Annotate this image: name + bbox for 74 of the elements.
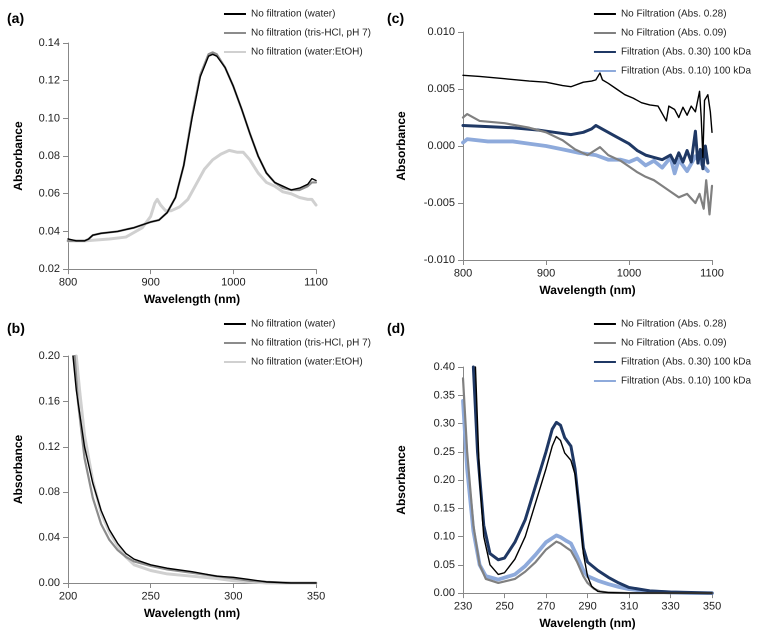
chart-title: (b) xyxy=(7,320,25,336)
y-tick-label: 0.00 xyxy=(434,587,455,600)
chart-title: (a) xyxy=(7,10,24,26)
y-tick-label: 0.15 xyxy=(434,502,455,514)
legend-label: No Filtration (Abs. 0.28) xyxy=(620,318,727,330)
y-axis-title: Absorbance xyxy=(394,445,408,515)
x-tick-label: 250 xyxy=(495,600,514,613)
chart-title: (d) xyxy=(387,320,405,336)
y-tick-label: 0.12 xyxy=(38,440,60,453)
legend-label: No filtration (tris-HCl, pH 7) xyxy=(250,338,372,348)
legend-label: No filtration (water) xyxy=(250,318,336,330)
y-axis-title: Absorbance xyxy=(11,121,25,191)
y-tick-label: 0.10 xyxy=(434,530,455,543)
x-tick-label: 800 xyxy=(454,268,472,280)
line-series xyxy=(462,124,710,170)
y-tick-label: 0.40 xyxy=(434,361,455,373)
y-tick-label: 0.005 xyxy=(427,83,455,95)
y-tick-label: 0.35 xyxy=(434,389,455,402)
x-tick-label: 1000 xyxy=(221,276,246,289)
y-tick-label: 0.02 xyxy=(38,263,60,276)
x-tick-label: 310 xyxy=(620,600,638,613)
y-tick-label: 0.04 xyxy=(38,225,60,238)
y-tick-label: 0.30 xyxy=(434,418,455,430)
y-tick-label: -0.010 xyxy=(424,254,455,266)
legend-label: Filtration (Abs. 0.10) 100 kDa xyxy=(620,66,752,76)
x-tick-label: 1100 xyxy=(304,276,328,289)
x-tick-label: 800 xyxy=(58,276,78,289)
y-tick-label: 0.25 xyxy=(434,446,455,458)
legend-label: No Filtration (Abs. 0.28) xyxy=(620,8,727,20)
legend-label: Filtration (Abs. 0.10) 100 kDa xyxy=(620,376,752,386)
y-tick-label: 0.05 xyxy=(434,558,455,571)
legend-label: No filtration (tris-HCl, pH 7) xyxy=(250,28,372,38)
y-axis-title: Absorbance xyxy=(394,111,408,181)
y-tick-label: 0.16 xyxy=(38,395,60,408)
x-axis-title: Wavelength (nm) xyxy=(144,292,240,306)
legend-label: No Filtration (Abs. 0.09) xyxy=(620,338,727,348)
y-tick-label: 0.20 xyxy=(434,474,455,486)
x-tick-label: 250 xyxy=(141,590,160,602)
x-tick-label: 200 xyxy=(58,590,78,602)
x-tick-label: 900 xyxy=(536,268,556,280)
y-tick-label: 0.00 xyxy=(38,577,60,589)
x-tick-label: 1000 xyxy=(616,268,642,280)
x-tick-label: 300 xyxy=(224,590,243,602)
x-axis-title: Wavelength (nm) xyxy=(144,606,240,620)
y-tick-label: -0.005 xyxy=(424,197,455,209)
x-tick-label: 330 xyxy=(661,600,680,613)
y-tick-label: 0.04 xyxy=(38,532,60,544)
legend-label: Filtration (Abs. 0.30) 100 kDa xyxy=(620,356,752,368)
legend-label: No filtration (water:EtOH) xyxy=(250,46,363,58)
x-tick-label: 1100 xyxy=(700,268,724,280)
legend-label: No Filtration (Abs. 0.09) xyxy=(620,28,727,38)
legend-label: No filtration (water) xyxy=(250,8,336,20)
x-axis-title: Wavelength (nm) xyxy=(539,616,636,630)
line-series xyxy=(66,148,318,242)
x-tick-label: 350 xyxy=(306,590,326,602)
y-tick-label: 0.14 xyxy=(38,37,60,49)
y-axis-title: Absorbance xyxy=(11,434,25,504)
y-tick-label: 0.000 xyxy=(427,140,455,152)
x-tick-label: 350 xyxy=(702,600,722,613)
y-tick-label: 0.06 xyxy=(38,188,60,200)
y-tick-label: 0.20 xyxy=(38,350,60,362)
y-tick-label: 0.10 xyxy=(38,112,60,124)
x-tick-label: 270 xyxy=(536,600,556,613)
x-tick-label: 290 xyxy=(578,600,597,613)
y-tick-label: 0.08 xyxy=(38,150,60,162)
legend-label: Filtration (Abs. 0.30) 100 kDa xyxy=(620,46,752,58)
y-tick-label: 0.12 xyxy=(38,74,60,87)
y-tick-label: 0.08 xyxy=(38,486,60,498)
x-tick-label: 900 xyxy=(141,276,160,289)
y-tick-label: 0.010 xyxy=(427,26,455,38)
x-tick-label: 230 xyxy=(454,600,472,613)
chart-title: (c) xyxy=(387,10,404,26)
x-axis-title: Wavelength (nm) xyxy=(539,282,636,297)
legend-label: No filtration (water:EtOH) xyxy=(250,356,363,368)
